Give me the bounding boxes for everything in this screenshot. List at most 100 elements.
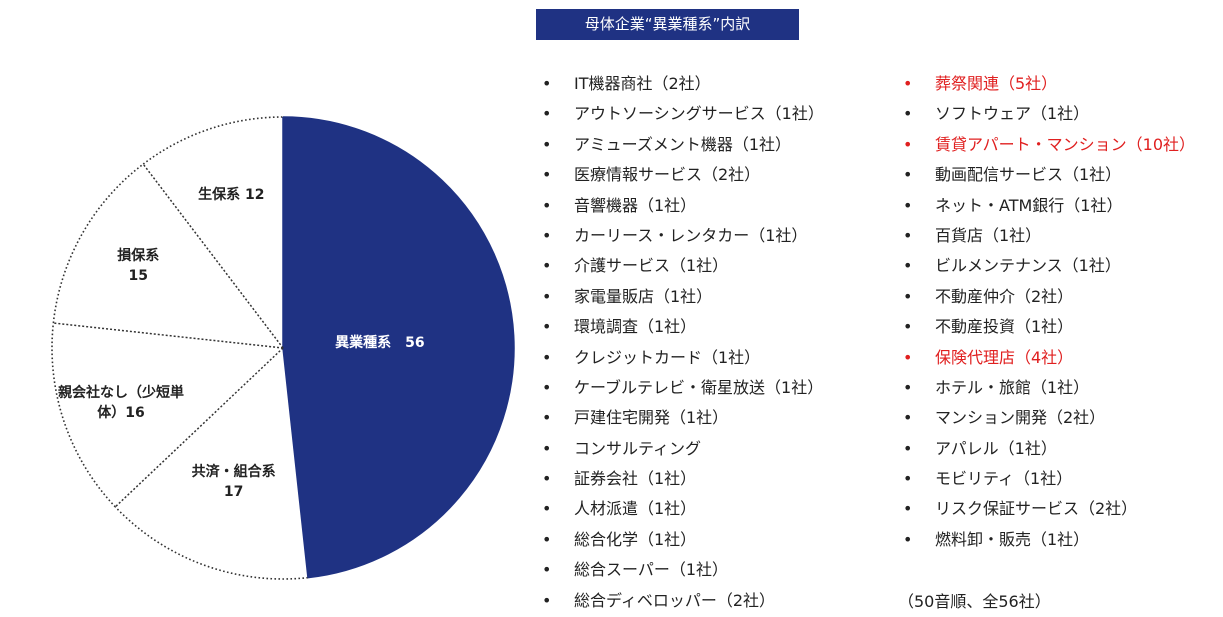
- bullet-icon: •: [903, 134, 913, 154]
- list-item-text: 環境調査（1社）: [574, 317, 697, 337]
- list-item: • アパレル（1社）: [898, 434, 1195, 464]
- list-item-text: 総合スーパー（1社）: [574, 560, 729, 580]
- list-item-text: コンサルティング: [574, 438, 702, 458]
- pie-slice-1: [283, 117, 515, 578]
- list-item-text: マンション開発（2社）: [935, 408, 1106, 428]
- list-item: • モビリティ（1社）: [898, 464, 1195, 494]
- pie-separator-2: [282, 347, 309, 578]
- pie-slice-outline-3: [51, 322, 116, 508]
- list-item: • 証券会社（1社）: [537, 464, 824, 494]
- list-item: • 総合スーパー（1社）: [537, 555, 824, 585]
- list-item: • 賃貸アパート・マンション（10社）: [898, 130, 1195, 160]
- list-item-text: ケーブルテレビ・衛星放送（1社）: [574, 377, 824, 397]
- list-item-text: リスク保証サービス（2社）: [935, 499, 1138, 519]
- list-item: • 燃料卸・販売（1社）: [898, 525, 1195, 555]
- list-item: • 家電量販店（1社）: [537, 282, 824, 312]
- list-item: • コンサルティング: [537, 434, 824, 464]
- bullet-icon: •: [542, 590, 552, 610]
- category-list-column-1: • IT機器商社（2社） • アウトソーシングサービス（1社） • アミューズメント機器（…: [537, 69, 824, 616]
- bullet-icon: •: [903, 195, 913, 215]
- pie-slice-label-5: 生保系 12: [198, 186, 265, 203]
- list-item-text: 家電量販店（1社）: [574, 286, 713, 306]
- list-item: • ネット・ATM銀行（1社）: [898, 191, 1195, 221]
- bullet-icon: •: [542, 560, 552, 580]
- pie-slice-outline-2: [114, 506, 309, 580]
- pie-slice-outline-4: [52, 163, 144, 324]
- bullet-icon: •: [542, 134, 552, 154]
- bullet-icon: •: [903, 165, 913, 185]
- bullet-icon: •: [542, 104, 552, 124]
- list-item-text: 証券会社（1社）: [574, 469, 697, 489]
- pie-separator-4: [53, 322, 284, 349]
- list-item-text: クレジットカード（1社）: [574, 347, 761, 367]
- list-item-text: カーリース・レンタカー（1社）: [574, 225, 808, 245]
- list-item-text: 不動産仲介（2社）: [935, 286, 1074, 306]
- list-item-text: アパレル（1社）: [935, 438, 1057, 458]
- bullet-icon: •: [903, 74, 913, 93]
- list-item: • クレジットカード（1社）: [537, 343, 824, 373]
- list-item: • 動画配信サービス（1社）: [898, 160, 1195, 190]
- list-item: • アミューズメント機器（1社）: [537, 130, 824, 160]
- bullet-icon: •: [903, 377, 913, 397]
- pie-slice-4: [53, 164, 284, 348]
- list-item-text: IT機器商社（2社）: [574, 74, 711, 93]
- list-item-text: 動画配信サービス（1社）: [935, 165, 1122, 185]
- list-item: • 総合ディベロッパー（2社）: [537, 586, 824, 616]
- pie-slice-label-1: 異業種系 56: [335, 334, 425, 351]
- list-item: • マンション開発（2社）: [898, 403, 1195, 433]
- list-item-text: 総合化学（1社）: [574, 529, 697, 549]
- bullet-icon: •: [542, 499, 552, 519]
- bullet-icon: •: [903, 317, 913, 337]
- list-item-text: ネット・ATM銀行（1社）: [935, 195, 1123, 215]
- list-item-text: ビルメンテナンス（1社）: [935, 256, 1121, 276]
- bullet-icon: •: [542, 286, 552, 306]
- pie-slice-label-4: 損保系 15: [117, 248, 160, 285]
- list-item: • ソフトウェア（1社）: [898, 99, 1195, 129]
- list-item-text: 不動産投資（1社）: [935, 317, 1074, 337]
- list-item: • 保険代理店（4社）: [898, 343, 1195, 373]
- bullet-icon: •: [542, 256, 552, 276]
- list-item: • 人材派遣（1社）: [537, 494, 824, 524]
- list-item-text: モビリティ（1社）: [935, 469, 1073, 489]
- pie-slice-outline-5: [142, 116, 284, 165]
- list-item-text: アウトソーシングサービス（1社）: [574, 104, 824, 124]
- bullet-icon: •: [903, 256, 913, 276]
- bullet-icon: •: [903, 225, 913, 245]
- list-item: • 葬祭関連（5社）: [898, 69, 1195, 99]
- bullet-icon: •: [542, 74, 552, 93]
- list-item: • ホテル・旅館（1社）: [898, 373, 1195, 403]
- list-item-text: ホテル・旅館（1社）: [935, 377, 1090, 397]
- bullet-icon: •: [542, 317, 552, 337]
- list-item-text: 賃貸アパート・マンション（10社）: [935, 134, 1196, 154]
- pie-separator-5: [142, 163, 284, 349]
- list-item-text: アミューズメント機器（1社）: [574, 134, 792, 154]
- list-item: • 環境調査（1社）: [537, 312, 824, 342]
- bullet-icon: •: [542, 408, 552, 428]
- list-item: • 不動産投資（1社）: [898, 312, 1195, 342]
- list-item-text: 医療情報サービス（2社）: [574, 165, 761, 185]
- pie-slice-label-2: 共済・組合系 17: [191, 464, 276, 501]
- bullet-icon: •: [903, 438, 913, 458]
- bullet-icon: •: [903, 469, 913, 489]
- pie-slice-5: [143, 117, 283, 348]
- list-item-text: 葬祭関連（5社）: [935, 74, 1058, 93]
- list-item-text: 戸建住宅開発（1社）: [574, 408, 729, 428]
- bullet-icon: •: [903, 286, 913, 306]
- pie-slice-label-3: 親会社なし（少短単 体）16: [58, 384, 184, 421]
- bullet-icon: •: [903, 408, 913, 428]
- bullet-icon: •: [903, 529, 913, 549]
- bullet-icon: •: [542, 195, 552, 215]
- list-item: • アウトソーシングサービス（1社）: [537, 99, 824, 129]
- list-item: • 百貨店（1社）: [898, 221, 1195, 251]
- pie-slice-2: [115, 348, 308, 579]
- list-item-text: 介護サービス（1社）: [574, 256, 729, 276]
- list-item: • ビルメンテナンス（1社）: [898, 251, 1195, 281]
- list-item-text: 保険代理店（4社）: [935, 347, 1074, 367]
- list-item: • 不動産仲介（2社）: [898, 282, 1195, 312]
- list-item-text: 燃料卸・販売（1社）: [935, 529, 1090, 549]
- bullet-icon: •: [542, 347, 552, 367]
- pie-separator-3: [114, 347, 284, 508]
- list-item: • リスク保証サービス（2社）: [898, 494, 1195, 524]
- list-item-text: 音響機器（1社）: [574, 195, 697, 215]
- bullet-icon: •: [542, 469, 552, 489]
